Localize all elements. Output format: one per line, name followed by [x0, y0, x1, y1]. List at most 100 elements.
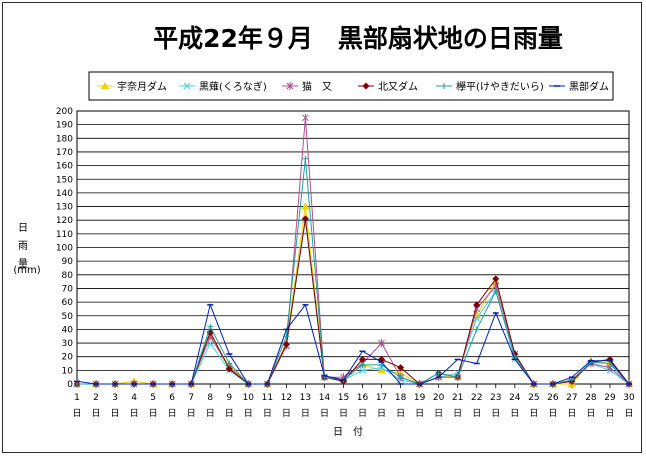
x-tick-label: 5: [150, 393, 156, 403]
data-point: [359, 366, 366, 374]
y-tick-label: 180: [56, 134, 73, 144]
data-point: [226, 360, 233, 367]
data-point: [359, 361, 366, 368]
x-tick-label: 23: [490, 393, 501, 403]
x-tick-label: 18: [395, 393, 407, 403]
y-axis-label-char: 雨: [18, 241, 28, 252]
y-tick-label: 150: [56, 175, 73, 185]
y-axis-unit: (mm): [13, 265, 40, 276]
x-tick-label: 2: [93, 393, 99, 403]
y-tick-label: 200: [56, 107, 73, 117]
data-point: [302, 113, 309, 122]
data-point: [301, 202, 310, 210]
x-axis-label: 日 付: [333, 425, 363, 438]
x-tick-suffix: 日: [567, 408, 576, 419]
x-tick-label: 24: [509, 393, 521, 403]
legend-marker: [362, 82, 370, 90]
x-tick-label: 28: [585, 393, 597, 403]
chart-title: 平成22年９月 黒部扇状地の日雨量: [153, 24, 563, 53]
legend-marker: [441, 83, 447, 89]
x-tick-suffix: 日: [586, 408, 595, 419]
y-tick-label: 50: [62, 312, 74, 322]
data-point: [377, 366, 386, 374]
y-tick-label: 90: [62, 257, 74, 267]
x-tick-label: 26: [547, 393, 559, 403]
x-tick-suffix: 日: [605, 408, 614, 419]
x-tick-label: 11: [262, 393, 273, 403]
x-tick-label: 30: [623, 393, 635, 403]
x-tick-label: 20: [433, 393, 445, 403]
y-axis-label-char: 量: [18, 258, 28, 270]
y-tick-label: 60: [62, 298, 74, 308]
x-tick-suffix: 日: [358, 408, 367, 419]
data-point: [435, 370, 442, 377]
x-tick-suffix: 日: [339, 408, 348, 419]
y-tick-label: 190: [56, 121, 73, 131]
x-tick-label: 7: [188, 393, 194, 403]
data-point: [301, 215, 309, 223]
data-point: [282, 340, 290, 348]
legend: 宇奈月ダム 黒薙(くろなぎ) 猫 又 北又ダム 欅平(けやきだいら) 黒部ダム: [97, 80, 609, 93]
x-tick-suffix: 日: [130, 408, 139, 419]
data-point: [397, 374, 404, 381]
y-tick-label: 140: [56, 189, 73, 199]
x-tick-suffix: 日: [149, 408, 158, 419]
legend-item: 欅平(けやきだいら): [436, 81, 544, 93]
legend-label: 黒部ダム: [569, 80, 609, 93]
x-tick-label: 25: [528, 393, 539, 403]
data-point: [207, 323, 214, 330]
x-tick-suffix: 日: [396, 408, 405, 419]
x-tick-suffix: 日: [168, 408, 177, 419]
x-tick-label: 27: [566, 393, 577, 403]
x-tick-suffix: 日: [453, 408, 462, 419]
x-tick-suffix: 日: [187, 408, 196, 419]
y-tick-label: 100: [56, 244, 73, 254]
data-point: [492, 275, 500, 283]
legend-item: 黒薙(くろなぎ): [179, 80, 267, 93]
x-tick-label: 14: [319, 393, 331, 403]
x-tick-label: 19: [414, 393, 426, 403]
data-point: [397, 364, 405, 372]
x-tick-label: 10: [243, 393, 255, 403]
x-tick-labels: 1日2日3日4日5日6日7日8日9日10日11日12日13日14日15日16日1…: [72, 384, 635, 419]
x-tick-label: 1: [74, 393, 80, 403]
legend-marker: [286, 82, 294, 90]
data-point: [454, 374, 461, 381]
x-tick-suffix: 日: [263, 408, 272, 419]
x-tick-suffix: 日: [111, 408, 120, 419]
series-line: [76, 303, 630, 385]
x-tick-label: 9: [226, 393, 232, 403]
x-tick-label: 8: [207, 393, 213, 403]
y-tick-label: 0: [67, 380, 73, 390]
legend-box: [88, 71, 614, 101]
x-tick-suffix: 日: [434, 408, 443, 419]
x-tick-suffix: 日: [206, 408, 215, 419]
series-6: [74, 303, 632, 385]
x-tick-label: 3: [112, 393, 118, 403]
legend-label: 北又ダム: [378, 80, 418, 93]
legend-item: 宇奈月ダム: [97, 80, 167, 93]
legend-marker: [183, 82, 191, 90]
x-tick-suffix: 日: [624, 408, 633, 419]
x-tick-suffix: 日: [491, 408, 500, 419]
y-tick-labels: 0 10 20 30 40 50 60 70 80 90 100 110 120 130 140 150 160…: [56, 107, 73, 390]
data-point: [225, 365, 233, 373]
x-tick-suffix: 日: [415, 408, 424, 419]
legend-label: 欅平(けやきだいら): [456, 81, 544, 93]
x-tick-suffix: 日: [72, 408, 81, 419]
data-point: [473, 301, 481, 309]
chart-frame: 平成22年９月 黒部扇状地の日雨量 宇奈月ダム 黒薙(くろなぎ) 猫 又 北又ダム 欅平…: [2, 2, 642, 453]
legend-item: 北又ダム: [358, 80, 418, 93]
y-tick-label: 80: [62, 271, 74, 281]
x-tick-label: 16: [357, 393, 369, 403]
x-tick-suffix: 日: [472, 408, 481, 419]
y-tick-label: 20: [62, 353, 74, 363]
x-tick-label: 4: [131, 393, 137, 403]
x-tick-label: 15: [338, 393, 349, 403]
data-point: [473, 326, 480, 333]
legend-item: 猫 又: [282, 80, 332, 93]
legend-label: 宇奈月ダム: [117, 80, 167, 93]
x-tick-suffix: 日: [529, 408, 538, 419]
x-tick-suffix: 日: [510, 408, 519, 419]
y-tick-label: 70: [62, 284, 74, 294]
